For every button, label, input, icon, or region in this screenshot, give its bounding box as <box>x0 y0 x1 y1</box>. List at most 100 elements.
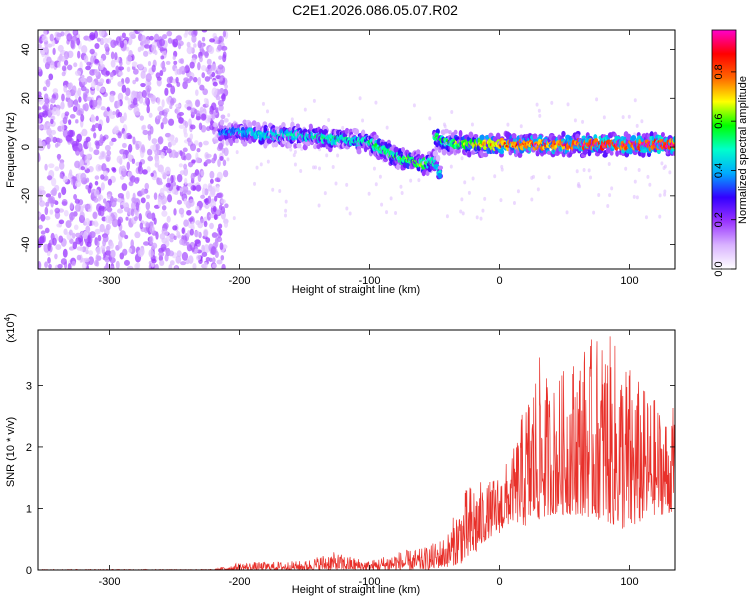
noise-cell <box>143 44 151 49</box>
noise-cell <box>100 106 106 111</box>
noise-cell <box>178 163 183 168</box>
noise-cell <box>117 208 122 214</box>
noise-cell <box>180 151 186 161</box>
noise-cell <box>69 114 76 119</box>
noise-cell <box>38 106 42 111</box>
noise-cell <box>68 169 73 177</box>
noise-cell <box>212 139 219 144</box>
noise-cell <box>116 99 121 108</box>
signal-core <box>672 144 675 148</box>
noise-cell <box>212 81 218 87</box>
noise-cell <box>74 160 81 169</box>
noise-cell <box>181 227 185 234</box>
signal-cell <box>353 128 360 135</box>
noise-cell <box>94 58 100 64</box>
signal-cell <box>435 154 441 162</box>
noise-cell <box>203 220 208 228</box>
noise-cell <box>88 147 94 152</box>
noise-cell <box>164 166 171 175</box>
colorbar-tick-label: 0.6 <box>713 114 725 129</box>
faint-cell <box>463 180 467 185</box>
noise-cell <box>89 48 95 55</box>
noise-cell <box>77 142 83 152</box>
noise-cell <box>78 214 85 223</box>
noise-cell <box>157 198 162 208</box>
noise-cell <box>187 182 193 187</box>
noise-cell <box>172 225 178 231</box>
noise-cell <box>38 66 42 72</box>
snr-y-axis: 0 1 2 3 <box>26 380 675 577</box>
noise-cell <box>81 262 87 269</box>
noise-cell <box>38 112 45 118</box>
noise-cell <box>189 143 197 152</box>
noise-cell <box>54 253 58 260</box>
noise-cell <box>218 104 224 112</box>
faint-cell <box>575 169 579 174</box>
noise-cell <box>224 203 229 209</box>
faint-cell <box>266 159 270 164</box>
snr-frame <box>37 329 676 571</box>
noise-cell <box>124 95 129 101</box>
noise-cell <box>66 64 73 71</box>
noise-cell <box>151 258 157 264</box>
noise-cell <box>167 37 173 44</box>
noise-cell <box>83 231 88 240</box>
noise-cell <box>149 35 154 41</box>
noise-cell <box>43 30 47 37</box>
noise-cell <box>94 68 99 77</box>
noise-cell <box>94 123 100 129</box>
faint-cell <box>459 209 463 214</box>
noise-cell <box>107 178 112 186</box>
noise-cell <box>176 231 181 238</box>
noise-cell <box>217 88 225 95</box>
noise-cell <box>133 216 138 222</box>
noise-cell <box>173 208 177 216</box>
noise-cell <box>44 261 49 268</box>
noise-cell <box>143 241 150 246</box>
noise-cell <box>127 143 133 153</box>
noise-cell <box>209 257 213 262</box>
faint-cell <box>255 165 259 170</box>
noise-cell <box>188 217 194 222</box>
noise-cell <box>106 245 111 252</box>
noise-cell <box>72 176 76 186</box>
faint-cell <box>493 174 497 179</box>
signal-cell <box>628 149 633 155</box>
faint-cell <box>345 182 349 187</box>
faint-cell <box>299 169 303 174</box>
noise-cell <box>42 57 48 64</box>
noise-cell <box>178 207 185 215</box>
noise-cell <box>132 97 138 106</box>
noise-cell <box>177 43 182 50</box>
noise-cell <box>63 85 68 93</box>
x-tick-label: 0 <box>496 275 502 287</box>
faint-cell <box>261 101 265 106</box>
noise-cell <box>102 170 109 176</box>
faint-cell <box>445 214 449 219</box>
noise-cell <box>100 245 106 250</box>
noise-cell <box>38 185 45 191</box>
noise-cell <box>44 44 49 53</box>
noise-cell <box>192 262 197 269</box>
signal-cell <box>295 123 300 129</box>
noise-cell <box>128 50 133 57</box>
faint-cell <box>658 193 662 198</box>
noise-cell <box>54 166 60 172</box>
noise-cell <box>74 198 80 204</box>
heatmap-cells <box>38 30 675 269</box>
noise-cell <box>99 223 105 233</box>
signal-cell <box>281 121 286 129</box>
noise-cell <box>203 261 208 269</box>
noise-cell <box>52 47 56 56</box>
noise-cell <box>166 148 172 154</box>
noise-cell <box>110 59 116 68</box>
noise-cell <box>47 242 51 252</box>
noise-cell <box>81 128 88 137</box>
noise-cell <box>64 111 70 117</box>
noise-cell <box>182 185 189 194</box>
faint-cell <box>378 174 382 179</box>
noise-cell <box>175 35 182 41</box>
signal-cell <box>437 165 444 170</box>
noise-cell <box>146 105 150 114</box>
noise-cell <box>62 175 68 183</box>
